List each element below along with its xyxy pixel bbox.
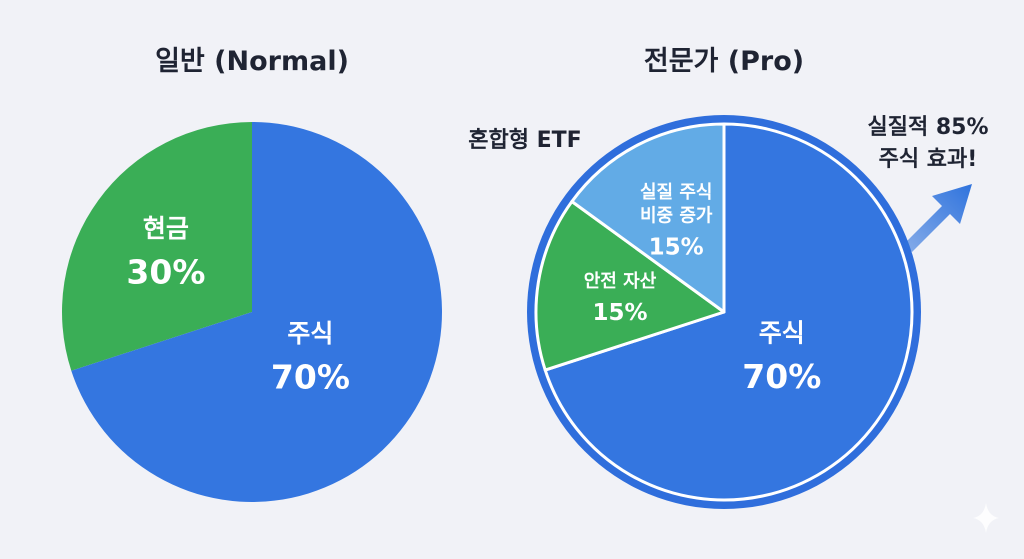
sparkle-icon xyxy=(973,503,999,533)
pie-slice xyxy=(61,122,253,371)
slice-label: 주식 xyxy=(287,319,333,348)
slice-label: 실질 주식 xyxy=(640,182,713,203)
callout-line-1: 실질적 85% xyxy=(867,115,988,140)
pro-chart-title: 전문가 (Pro) xyxy=(644,46,804,77)
mixed-etf-label: 혼합형 ETF xyxy=(468,127,581,153)
slice-value-label: 70% xyxy=(742,357,821,396)
increase-arrow-icon xyxy=(904,184,972,252)
slice-label: 안전 자산 xyxy=(584,271,657,292)
slice-value-label: 30% xyxy=(126,253,205,292)
slice-value-label: 15% xyxy=(592,300,647,326)
pie-slice xyxy=(71,122,443,503)
normal-pie: 현금 30% 주식 70% xyxy=(61,122,443,503)
slice-label: 비중 증가 xyxy=(640,205,713,226)
slice-value-label: 70% xyxy=(271,358,350,397)
normal-chart: 일반 (Normal) 현금 30% 주식 70% xyxy=(61,46,443,503)
slice-label: 주식 xyxy=(759,319,805,348)
pie-slice xyxy=(570,122,726,314)
slice-value-label: 15% xyxy=(649,234,704,260)
callout-line-2: 주식 효과! xyxy=(879,147,978,172)
pie-slice xyxy=(534,199,726,372)
slice-label: 현금 xyxy=(143,214,189,243)
normal-chart-title: 일반 (Normal) xyxy=(155,46,349,77)
pie-slice xyxy=(543,122,914,502)
